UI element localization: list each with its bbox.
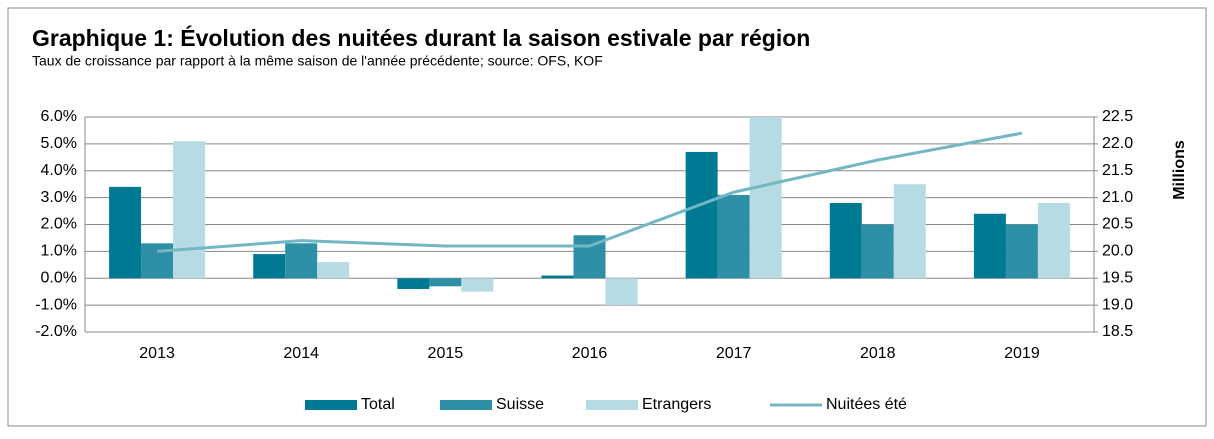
bar [861, 224, 894, 279]
y-tick-label: -1.0% [35, 296, 77, 313]
y-tick-label: 1.0% [41, 243, 77, 260]
bar [893, 184, 926, 279]
bar [285, 243, 318, 279]
bar [973, 213, 1006, 279]
x-tick-label: 2015 [428, 345, 464, 362]
bar [1037, 203, 1070, 279]
legend-label: Suisse [496, 396, 544, 413]
legend-swatch [305, 400, 357, 410]
bar [717, 194, 750, 279]
legend-label: Nuitées été [826, 396, 907, 413]
frame [7, 7, 1207, 427]
legend-swatch [440, 400, 492, 410]
bar [173, 141, 206, 279]
legend-swatch [586, 400, 638, 410]
bar [109, 186, 142, 279]
chart-title: Graphique 1: Évolution des nuitées duran… [32, 24, 810, 51]
bar [429, 278, 462, 287]
y-tick-label: 4.0% [41, 162, 77, 179]
x-tick-label: 2019 [1004, 345, 1040, 362]
y-tick-label: 3.0% [41, 189, 77, 206]
bar [141, 243, 174, 279]
y-tick-label: 6.0% [41, 108, 77, 125]
bar [829, 203, 862, 279]
bar [541, 275, 574, 279]
legend-label: Etrangers [642, 396, 711, 413]
legend-label: Total [361, 396, 395, 413]
y2-tick-label: 19.5 [1102, 269, 1133, 286]
y2-tick-label: 22.0 [1102, 135, 1133, 152]
y-tick-label: -2.0% [35, 323, 77, 340]
x-tick-label: 2016 [572, 345, 608, 362]
y2-tick-label: 20.0 [1102, 243, 1133, 260]
x-tick-label: 2013 [139, 345, 175, 362]
x-tick-label: 2014 [283, 345, 319, 362]
line [156, 131, 1023, 253]
bar [749, 117, 782, 279]
y2-tick-label: 22.5 [1102, 108, 1133, 125]
bar [685, 151, 718, 279]
y-tick-label: 0.0% [41, 269, 77, 286]
bar [605, 278, 638, 306]
bar [461, 278, 494, 292]
bar [253, 254, 286, 279]
y2-tick-label: 19.0 [1102, 296, 1133, 313]
y-tick-label: 5.0% [41, 135, 77, 152]
x-tick-label: 2018 [860, 345, 896, 362]
y2-tick-label: 21.5 [1102, 162, 1133, 179]
bar [1005, 224, 1038, 279]
y2-tick-label: 21.0 [1102, 189, 1133, 206]
y-tick-label: 2.0% [41, 216, 77, 233]
bar [397, 278, 430, 289]
y2-axis-label: Millions [1171, 140, 1188, 200]
y2-tick-label: 20.5 [1102, 216, 1133, 233]
bar [317, 262, 350, 279]
x-tick-label: 2017 [716, 345, 752, 362]
chart-subtitle: Taux de croissance par rapport à la même… [32, 53, 603, 69]
y2-tick-label: 18.5 [1102, 323, 1133, 340]
